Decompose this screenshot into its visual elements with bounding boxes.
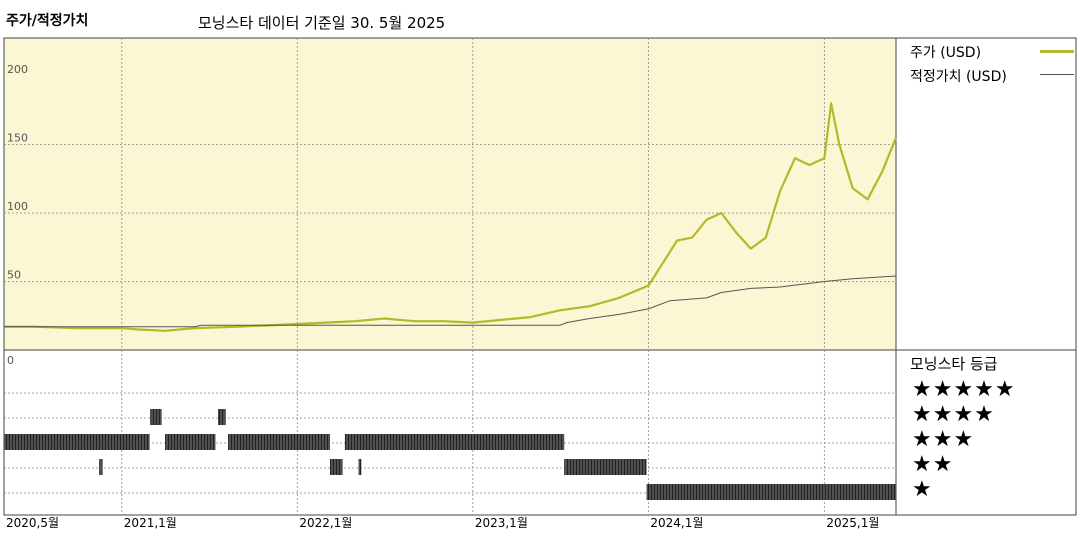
rating-band-3-star [344,434,565,450]
rating-band-4-star [150,409,162,425]
x-tick-label: 2020,5월 [6,516,59,530]
x-tick-label: 2025,1월 [826,516,879,530]
y-tick-label: 0 [7,354,14,367]
price-line [4,102,898,332]
x-tick-label: 2023,1월 [475,516,528,530]
legend-price-label: 주가 (USD) [910,45,982,61]
x-tick-label: 2022,1월 [299,516,352,530]
rating-band-1-star [646,484,896,500]
fair-value-line [4,275,897,328]
x-tick-label: 2021,1월 [124,516,177,530]
rating-band-3-star [165,434,216,450]
rating-row-4-stars: ★★★★ [912,402,995,427]
legend-price-swatch [1040,50,1074,53]
rating-panel-title: 모닝스타 등급 [910,355,998,373]
x-tick-label: 2024,1월 [650,516,703,530]
rating-band-2-star [99,459,103,475]
legend-fair-value-swatch [1040,74,1074,75]
chart-subtitle: 모닝스타 데이터 기준일 30. 5월 2025 [198,14,446,32]
y-tick-label: 50 [7,269,21,282]
legend-fair-value-label: 적정가치 (USD) [910,69,1007,85]
rating-band-4-star [217,409,226,425]
rating-row-3-stars: ★★★ [912,427,975,452]
price-plot-area [3,37,897,351]
rating-band-2-star [358,459,362,475]
rating-band-3-star [228,434,331,450]
rating-band-3-star [4,434,150,450]
legend-panel [895,37,1077,351]
rating-legend-panel [895,349,1077,516]
y-tick-label: 100 [7,200,28,213]
rating-row-2-stars: ★★ [912,452,954,477]
y-tick-label: 150 [7,132,28,145]
y-tick-label: 200 [7,63,28,76]
chart-title: 주가/적정가치 [6,13,89,29]
rating-row-5-stars: ★★★★★ [912,377,1016,402]
rating-band-2-star [564,459,647,475]
rating-row-1-star: ★ [912,477,933,502]
rating-band-2-star [330,459,343,475]
